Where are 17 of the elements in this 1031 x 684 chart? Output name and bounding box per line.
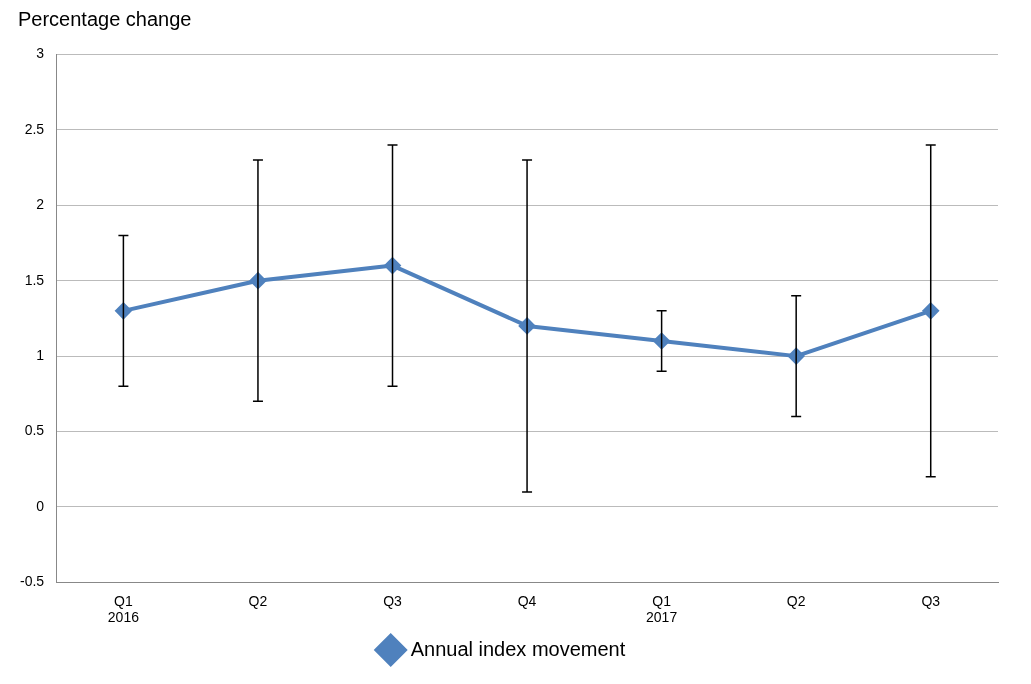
x-tick-label: Q3	[383, 592, 403, 609]
legend-label: Annual index movement	[410, 637, 626, 660]
y-tick-label: 0	[36, 497, 45, 514]
x-tick-label: Q3	[921, 592, 941, 609]
y-tick-label: 2	[36, 196, 45, 213]
y-tick-label: 0.5	[24, 422, 45, 439]
x-tick-label: Q4	[517, 592, 537, 609]
x-tick-label: Q1 2017	[646, 592, 678, 626]
y-tick-label: -0.5	[20, 573, 45, 590]
y-axis-title: Percentage change	[18, 8, 193, 32]
x-tick-label: Q1 2016	[107, 592, 140, 626]
x-tick-label: Q2	[248, 592, 268, 609]
y-tick-label: 1.5	[24, 271, 45, 288]
y-tick-label: 1	[36, 346, 45, 363]
y-tick-label: 2.5	[24, 120, 45, 137]
y-tick-label: 3	[36, 45, 45, 62]
x-tick-label: Q2	[786, 592, 806, 609]
